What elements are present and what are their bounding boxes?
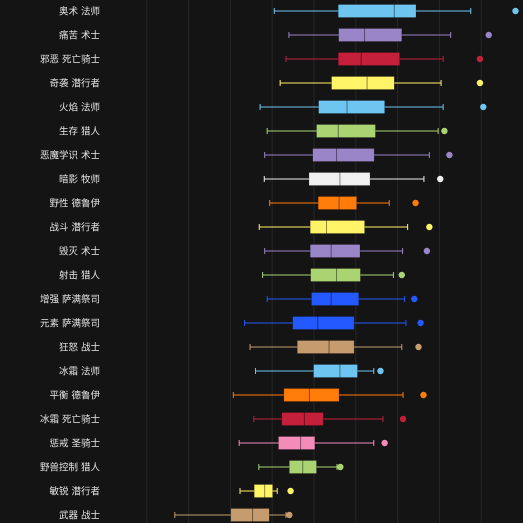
outlier-point [476,79,484,87]
box-group [269,196,419,210]
category-label: 邪恶 死亡骑士 [40,54,101,66]
box-iqr [278,436,316,450]
box-iqr [309,220,365,234]
box-series [174,4,519,522]
box-group [263,172,444,186]
outlier-point [415,343,422,351]
box-group [254,364,384,378]
category-label: 生存 猎人 [59,126,101,138]
box-iqr [311,292,359,306]
outlier-point [512,7,519,15]
box-group [273,4,519,18]
category-label: 冰霜 法师 [59,366,100,378]
box-group [279,76,484,90]
category-label: 毁灭 术士 [59,246,101,258]
box-iqr [297,340,355,354]
category-label: 痛苦 术士 [59,30,101,42]
category-label: 增强 萨满祭司 [40,294,100,306]
outlier-point [446,151,453,159]
category-label: 战斗 潜行者 [49,222,100,234]
box-group [253,412,407,426]
category-label: 惩戒 圣骑士 [49,438,100,450]
category-label: 野兽控制 猎人 [40,462,101,474]
category-label: 奇袭 潜行者 [49,78,100,90]
box-group [238,436,388,450]
box-iqr [283,388,340,402]
category-label: 敏锐 潜行者 [49,486,100,498]
box-iqr [317,196,357,210]
box-group [288,28,492,42]
category-label: 平衡 德鲁伊 [49,390,100,402]
box-iqr [338,28,403,42]
box-iqr [292,316,355,330]
box-iqr [316,124,376,138]
outlier-point [420,391,427,399]
box-iqr [289,460,317,474]
outlier-point [286,511,293,519]
box-group [258,460,344,474]
box-group [264,148,453,162]
category-label: 武器 战士 [59,510,101,522]
box-iqr [318,100,385,114]
category-label: 奥术 法师 [59,6,100,18]
category-label: 射击 猎人 [59,270,101,282]
outlier-point [441,127,448,135]
outlier-point [381,439,388,447]
box-group [258,220,433,234]
outlier-point [485,31,492,39]
outlier-point [411,295,418,303]
category-label: 冰霜 死亡骑士 [40,414,101,426]
box-group [244,316,424,330]
box-iqr [331,76,395,90]
box-group [285,52,484,66]
box-group [232,388,427,402]
box-iqr [337,4,417,18]
category-label: 元素 萨满祭司 [40,318,100,330]
box-iqr [308,172,371,186]
outlier-point [412,199,419,207]
box-iqr [281,412,324,426]
box-iqr [313,364,358,378]
outlier-point [437,175,444,183]
box-group [259,100,487,114]
category-label: 暗影 牧师 [59,174,100,186]
box-group [266,124,448,138]
box-iqr [309,244,361,258]
outlier-point [417,319,424,327]
box-iqr [310,268,361,282]
box-iqr [312,148,375,162]
outlier-point [426,223,433,231]
box-group [266,292,418,306]
outlier-point [476,55,484,63]
box-group [262,268,405,282]
outlier-point [377,367,384,375]
category-label: 火焰 法师 [59,102,100,114]
outlier-point [399,415,407,423]
box-iqr [337,52,400,66]
outlier-point [398,271,405,279]
outlier-point [337,463,344,471]
category-label: 恶魔学识 术士 [40,150,101,162]
category-label: 狂怒 战士 [59,342,101,354]
outlier-point [480,103,487,111]
outlier-point [287,487,294,495]
box-group [239,484,294,498]
outlier-point [423,247,431,255]
category-label: 野性 德鲁伊 [49,198,100,210]
box-iqr [253,484,273,498]
box-iqr [230,508,270,522]
box-group [174,508,293,522]
box-group [264,244,431,258]
box-group [249,340,422,354]
